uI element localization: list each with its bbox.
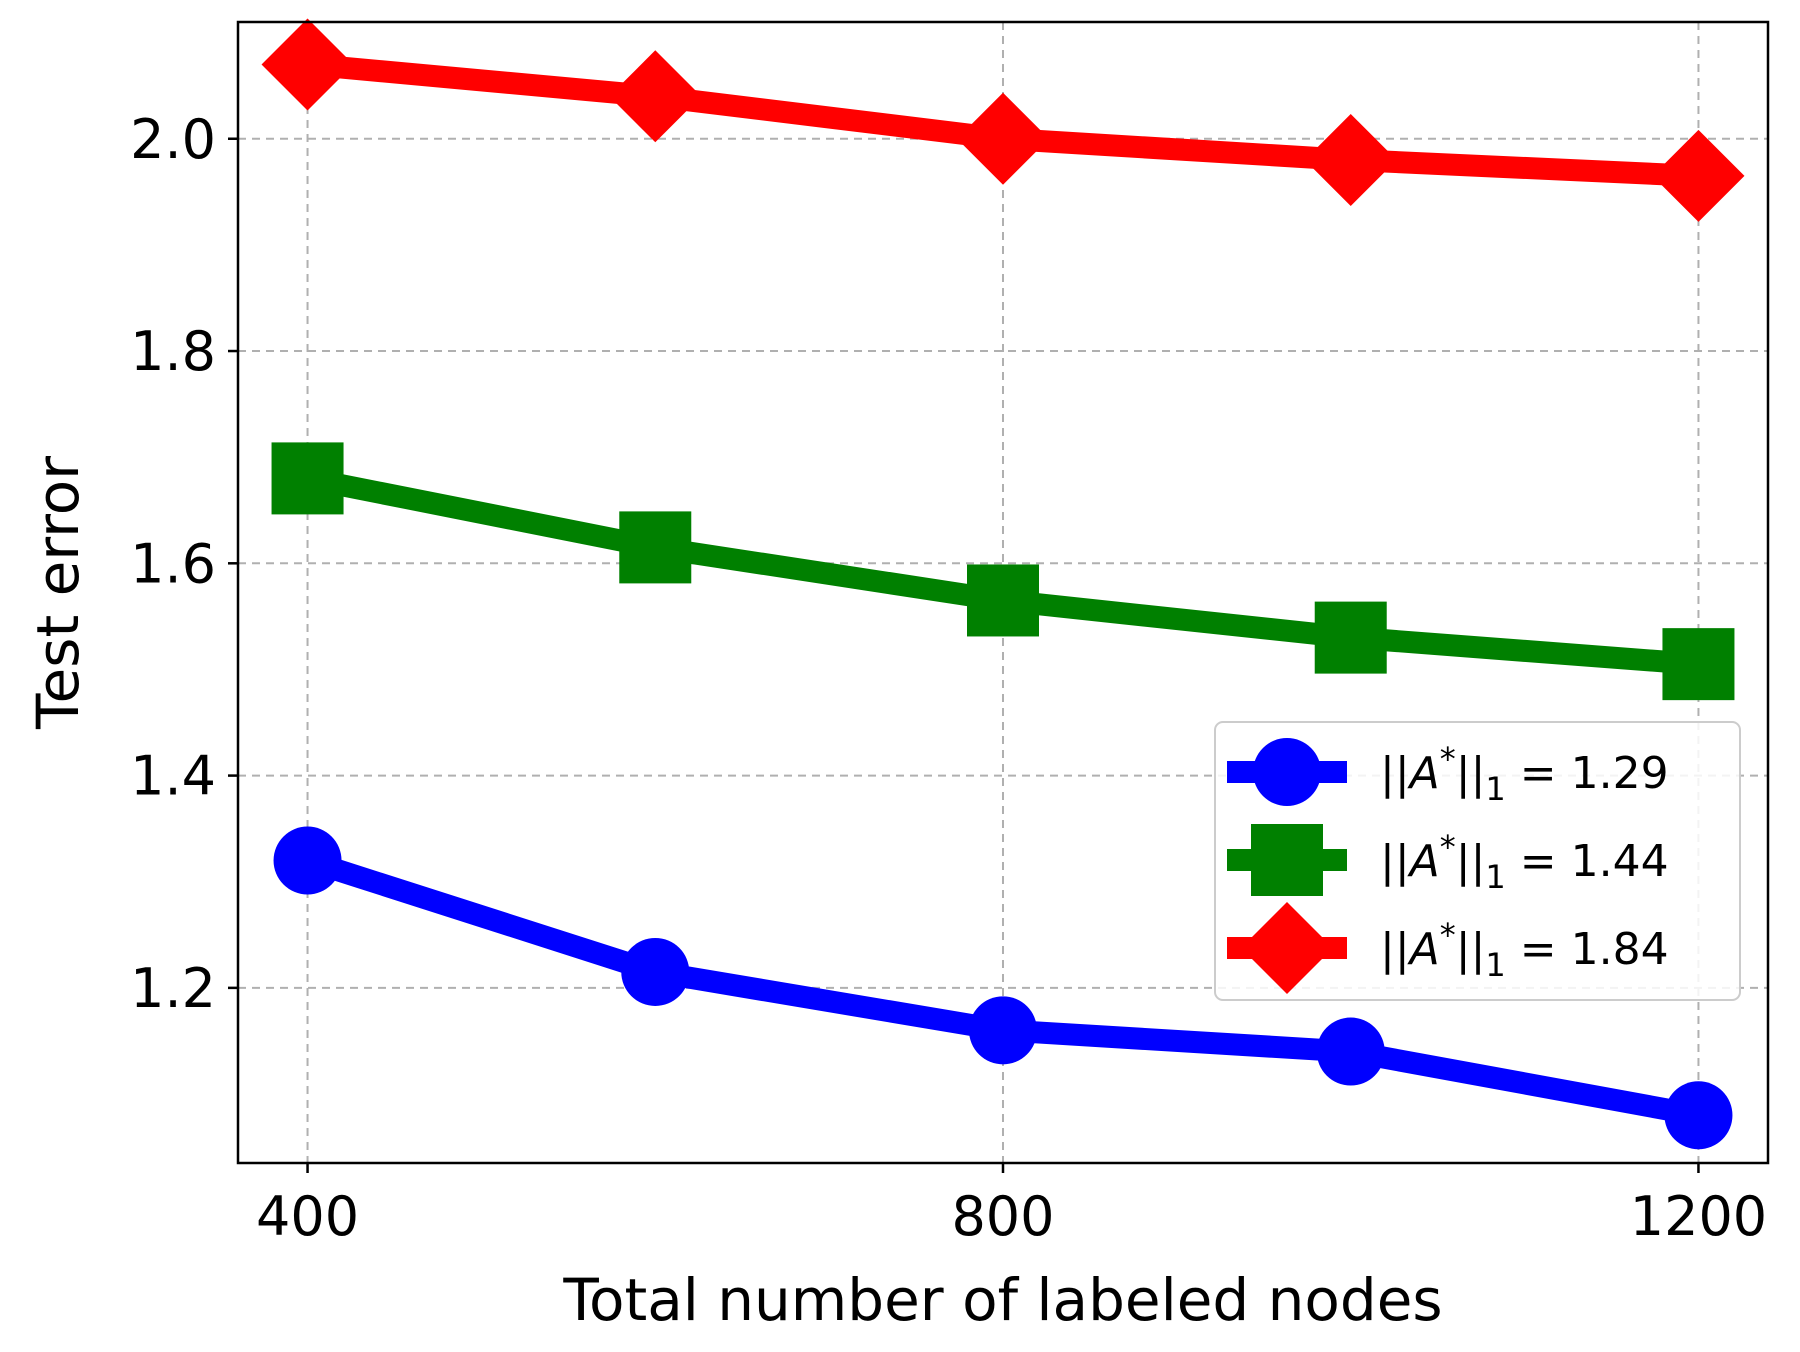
data-point-diamond [1652,129,1745,222]
x-axis-label: Total number of labeled nodes [562,1266,1442,1334]
legend-label: ||A*||1 = 1.44 [1380,828,1669,896]
legend-marker-diamond [1241,902,1333,994]
data-point-diamond [609,50,702,143]
data-point-diamond [957,92,1049,185]
data-point-square [619,511,692,584]
data-point-diamond [261,18,354,111]
legend-marker-square [1251,824,1323,896]
series-1 [273,826,1733,1150]
legend-marker-circle [1253,738,1321,806]
data-point-circle [621,937,690,1006]
legend-item-3: ||A*||1 = 1.84 [1227,902,1669,994]
data-point-square [271,442,344,515]
data-point-circle [273,826,342,895]
data-point-circle [1316,1017,1385,1086]
series-3 [261,18,1745,222]
y-tick-label: 1.6 [130,532,216,595]
series-layer [261,18,1745,1150]
data-point-square [1662,628,1735,701]
x-tick-label: 1200 [1630,1185,1767,1248]
data-point-square [967,564,1039,637]
legend-item-1: ||A*||1 = 1.29 [1227,738,1669,808]
data-point-diamond [1304,113,1397,206]
tick-labels: 400 800 1200 1.2 1.4 1.6 1.8 2.0 [130,108,1767,1248]
y-tick-label: 1.2 [130,957,216,1020]
data-point-circle [1664,1081,1733,1150]
y-tick-label: 1.4 [130,745,216,808]
series-2 [271,442,1735,701]
y-tick-label: 1.8 [130,320,216,383]
data-point-circle [969,996,1037,1065]
legend-item-2: ||A*||1 = 1.44 [1227,824,1669,896]
y-tick-label: 2.0 [130,108,216,171]
legend-box [1214,721,1741,1001]
y-axis-label: Test error [24,456,92,730]
legend: ||A*||1 = 1.29 ||A*||1 = 1.44 ||A*||1 = 1.… [1214,721,1741,1001]
x-tick-label: 400 [256,1185,359,1248]
x-tick-label: 800 [951,1185,1054,1248]
legend-label: ||A*||1 = 1.29 [1380,740,1669,808]
legend-label: ||A*||1 = 1.84 [1380,916,1669,984]
data-point-square [1314,601,1387,674]
